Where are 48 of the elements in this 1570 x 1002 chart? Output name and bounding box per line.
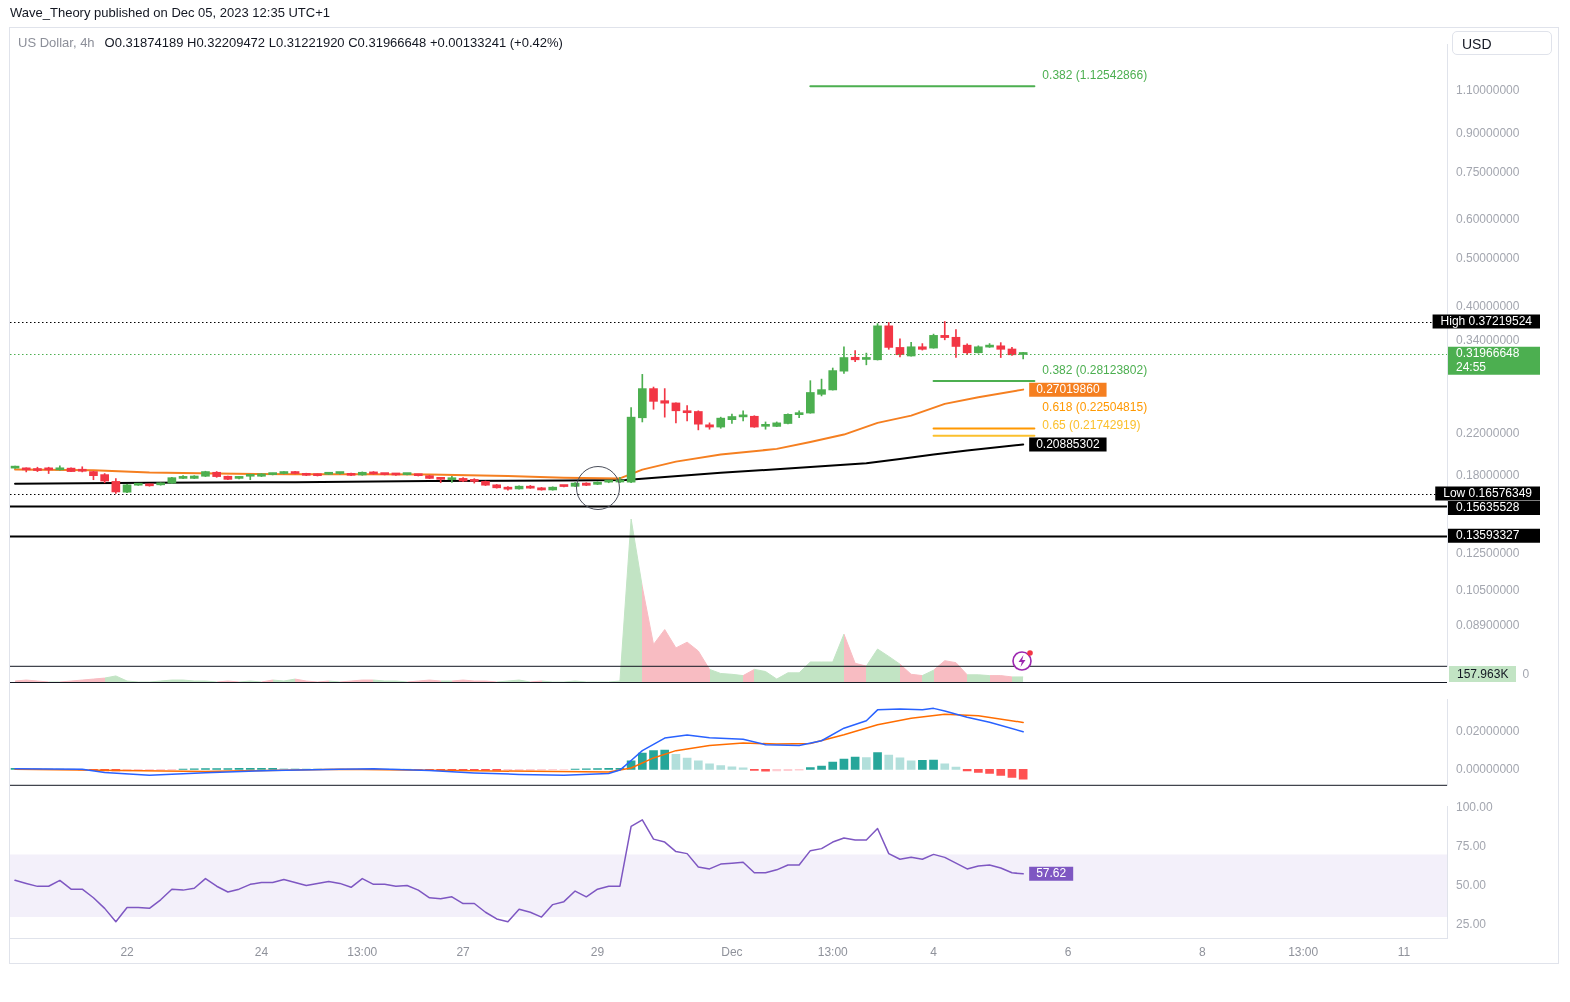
x-tick-label: 11 <box>1397 944 1411 959</box>
chart-title: US Dollar, 4h <box>18 35 95 50</box>
y-tick-label: 1.10000000 <box>1456 83 1520 98</box>
x-tick-label: 13:00 <box>1288 944 1319 959</box>
y-tick-label: 50.00 <box>1456 878 1487 893</box>
y-tick-label: 0.34000000 <box>1456 333 1520 348</box>
y-tick-label: 0.50000000 <box>1456 251 1520 266</box>
text: USD <box>1452 31 1552 55</box>
data-label: 0.27019860 <box>1036 381 1100 396</box>
data-label: 57.62 <box>1036 866 1067 881</box>
ref-line-label: 0.13593327 <box>1456 528 1520 543</box>
x-tick-label: 27 <box>456 944 471 959</box>
x-tick-label: 13:00 <box>817 944 849 959</box>
y-tick-label: 0.10500000 <box>1456 582 1520 597</box>
x-tick-label: 6 <box>1064 944 1072 959</box>
text: Wave_Theory published on Dec 05, 2023 12:35 UTC+1 <box>10 5 331 20</box>
x-tick-label: Dec <box>721 944 743 959</box>
ref-line-label: 0.15635528 <box>1456 500 1520 515</box>
series-label: 0.382 (1.12542866) <box>1042 68 1148 83</box>
x-tick-label: 4 <box>930 944 938 959</box>
y-tick-label: 0.12500000 <box>1456 545 1520 560</box>
x-tick-label: 29 <box>590 944 605 959</box>
y-tick-label: 0.08900000 <box>1456 618 1520 633</box>
y-tick-label: 75.00 <box>1456 839 1487 854</box>
x-tick-label: 24 <box>254 944 269 959</box>
data-label: 0.20885302 <box>1036 436 1100 451</box>
y-tick-label: 0.18000000 <box>1456 468 1520 483</box>
x-tick-label: 13:00 <box>347 944 378 959</box>
y-tick-label: 25.00 <box>1456 917 1487 932</box>
x-tick-label: 22 <box>120 944 135 959</box>
ref-line-label: High 0.37219524 <box>1440 313 1533 328</box>
y-tick-label: 0.40000000 <box>1456 298 1520 313</box>
y-tick-label: 0.02000000 <box>1456 724 1520 739</box>
series-label: 0.65 (0.21742919) <box>1042 418 1141 433</box>
chart-subtitle: O0.31874189 H0.32209472 L0.31221920 C0.31966648 +0.00133241 (+0.42%) <box>104 35 563 50</box>
ref-line-label: Low 0.16576349 <box>1443 485 1533 500</box>
x-tick-label: 8 <box>1199 944 1207 959</box>
series-label: 0.382 (0.28123802) <box>1042 363 1148 378</box>
series-label: 0.618 (0.22504815) <box>1042 399 1148 414</box>
y-tick-label: 0.60000000 <box>1456 212 1520 227</box>
y-tick-label: 0.75000000 <box>1456 164 1520 179</box>
ref-line-label: 0.31966648 24:55 <box>1456 346 1520 375</box>
y-tick-label: 0.90000000 <box>1456 126 1520 141</box>
y-tick-label: 0.00000000 <box>1456 761 1520 776</box>
text: 157.963K <box>1449 666 1517 682</box>
y-tick-label: 100.00 <box>1456 800 1494 815</box>
text: 0 <box>1522 667 1530 681</box>
y-tick-label: 0.22000000 <box>1456 425 1520 440</box>
